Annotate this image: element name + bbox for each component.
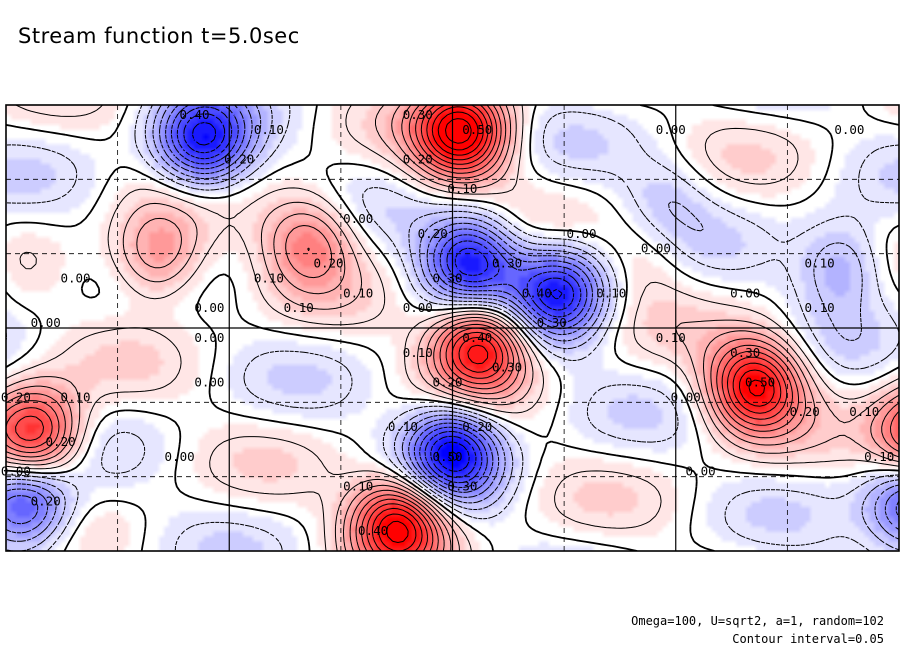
contour-label: 0.50 [462,122,492,137]
contour-label: 0.10 [343,479,373,494]
contour-level [176,106,582,484]
contour-level [6,105,899,551]
contour-label: 0.10 [403,345,433,360]
contour-label: 0.00 [31,315,61,330]
contour-level [6,105,899,551]
contour-label: 0.40 [179,107,209,122]
contour-label: 0.00 [165,449,195,464]
contour-label: 0.20 [313,256,343,271]
contour-label: 0.10 [656,330,686,345]
contour-level [386,111,765,543]
contour-label: 0.00 [343,211,373,226]
contour-label: 0.10 [254,122,284,137]
contour-label: 0.20 [790,404,820,419]
contour-label: 0.00 [566,226,596,241]
contour-label: 0.00 [656,122,686,137]
contour-label: 0.00 [60,270,90,285]
contour-label: 0.10 [805,256,835,271]
contour-label: 0.10 [596,285,626,300]
contour-label: 0.40 [358,523,388,538]
contour-label: 0.30 [537,315,567,330]
contour-label: 0.10 [864,449,894,464]
contour-level [371,105,782,551]
contour-label: 0.20 [462,419,492,434]
contour-label: 0.30 [730,345,760,360]
contour-level [192,122,563,472]
contour-label: 0.00 [686,464,716,479]
contour-label: 0.50 [745,375,775,390]
contour-label: 0.40 [522,285,552,300]
contour-label: 0.20 [418,226,448,241]
contour-label: 0.50 [432,449,462,464]
contour-level [6,105,899,551]
contour-lines [6,105,899,551]
contour-label: 0.30 [432,270,462,285]
contour-label: 0.10 [284,300,314,315]
plot-frame [5,104,900,552]
grid-lines [6,105,899,551]
contour-label: 0.00 [730,285,760,300]
contour-level [15,105,788,551]
contour-label: 0.10 [60,389,90,404]
contour-label: 0.10 [805,300,835,315]
contour-label: 0.30 [403,107,433,122]
contour-label: 0.20 [46,434,76,449]
contour-label: 0.00 [641,241,671,256]
contour-label: 0.10 [254,270,284,285]
contour-label: 0.10 [849,404,879,419]
chart-title: Stream function t=5.0sec [18,24,300,48]
parameters-note: Omega=100, U=sqrt2, a=1, random=102 [631,614,884,628]
contour-label: 0.10 [388,419,418,434]
contour-level [6,105,899,542]
contour-label: 0.30 [447,479,477,494]
contour-level [6,105,899,551]
contour-level [6,105,899,551]
contour-label: 0.00 [403,300,433,315]
contour-interval-note: Contour interval=0.05 [732,632,884,646]
contour-label: 0.20 [1,389,31,404]
contour-label: 0.00 [194,375,224,390]
contour-label: 0.20 [432,375,462,390]
contour-labels: 0.40 0.300.200.10 0.00 0.000.200.200.300.30… [1,107,894,538]
contour-level [183,113,575,478]
contour-label: 0.30 [492,360,522,375]
contour-label: 0.00 [1,464,31,479]
contour-level [378,106,775,551]
contour-label: 0.10 [447,181,477,196]
contour-label: 0.20 [224,152,254,167]
contour-label: 0.10 [343,285,373,300]
contour-level [6,105,899,551]
contour-label: 0.20 [31,493,61,508]
contour-label: 0.00 [194,300,224,315]
contour-label: 0.30 [492,256,522,271]
contour-label: 0.00 [194,330,224,345]
contour-level [6,105,899,525]
contour-label: 0.00 [834,122,864,137]
contour-level [6,105,899,551]
contour-label: 0.40 [462,330,492,345]
contour-label: 0.00 [671,389,701,404]
contour-label: 0.20 [403,152,433,167]
